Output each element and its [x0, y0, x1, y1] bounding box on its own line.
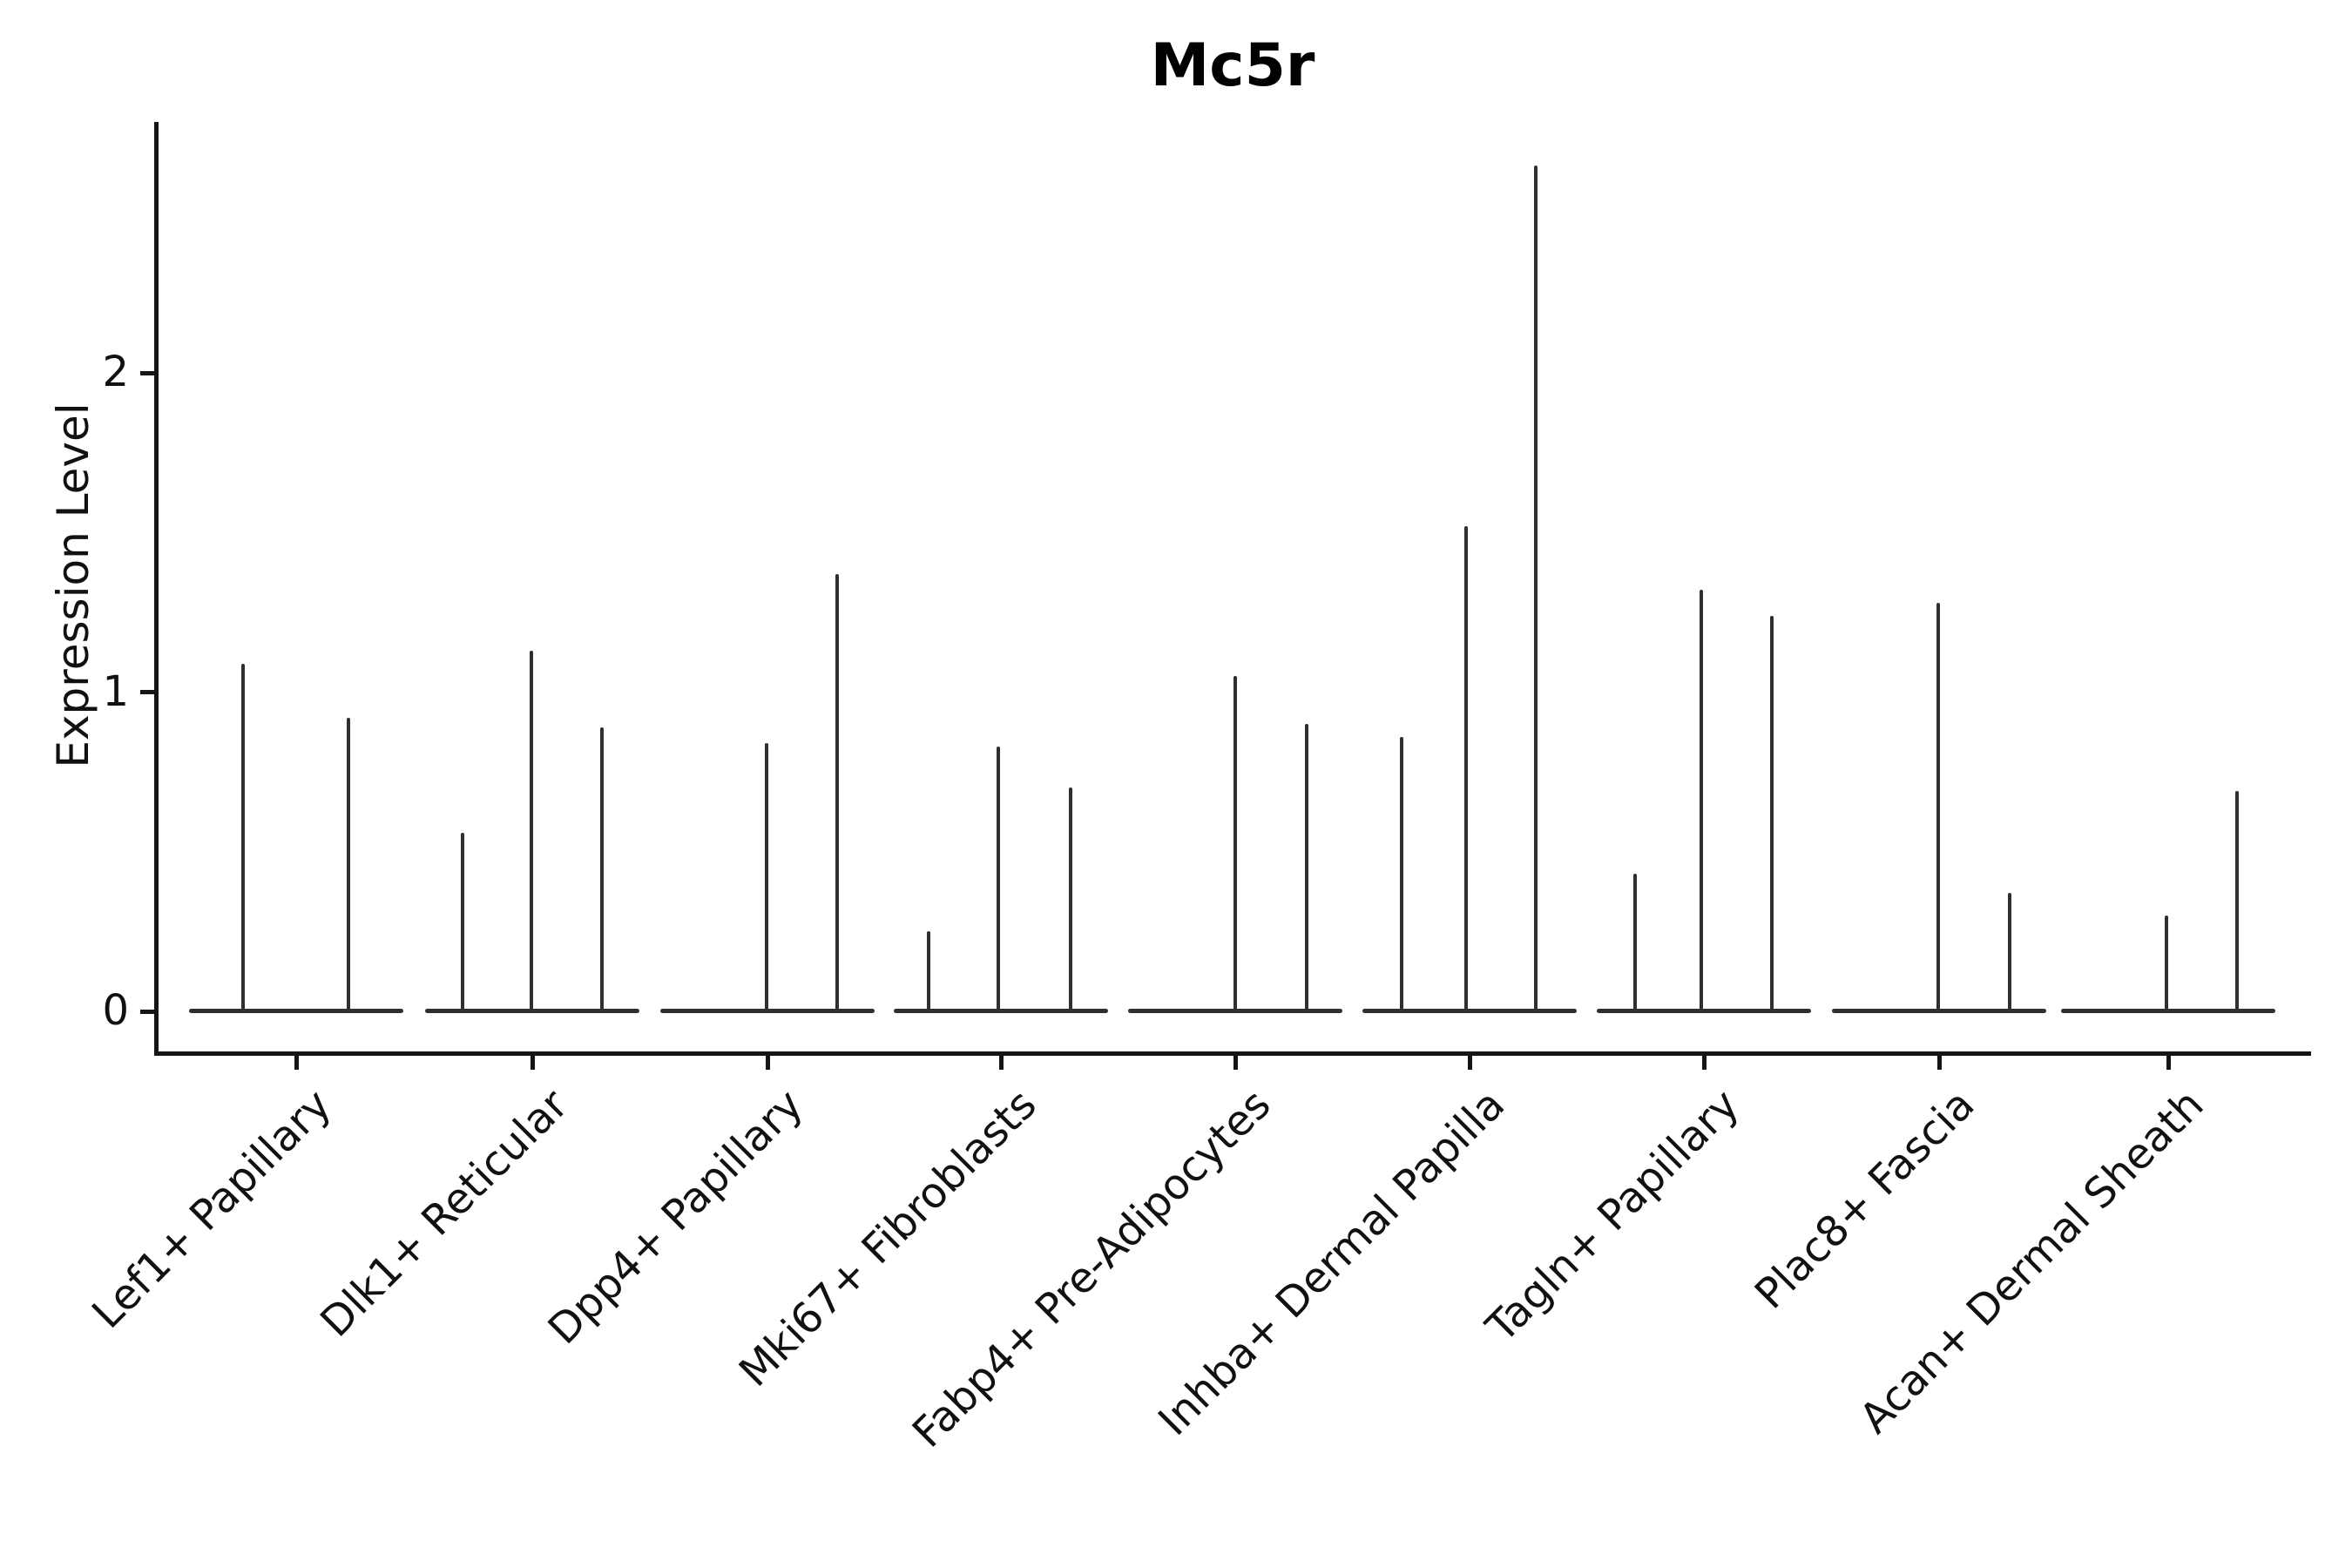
violin-spike — [997, 746, 1000, 1012]
violin-spike — [2165, 916, 2168, 1012]
violin-spike — [241, 663, 245, 1012]
violin-spike — [1633, 874, 1637, 1012]
violin-spike — [600, 727, 604, 1012]
x-tick — [1467, 1056, 1472, 1070]
x-tick-label: Dlk1+ Reticular — [310, 1080, 578, 1347]
violin-spike — [927, 931, 930, 1012]
violin-baseline — [1362, 1009, 1577, 1013]
violin-spike — [1069, 787, 1072, 1012]
x-axis-spine — [154, 1051, 2311, 1056]
violin-spike — [1233, 676, 1237, 1012]
violin-spike — [1400, 736, 1403, 1012]
violin-spike — [530, 650, 533, 1012]
y-tick — [140, 1009, 154, 1014]
y-axis-label: Expression Level — [48, 402, 98, 768]
violin-spike — [1936, 602, 1940, 1012]
x-tick-label: Plac8+ Fascia — [1746, 1080, 1984, 1319]
violin-baseline — [189, 1009, 403, 1013]
chart-title: Mc5r — [1150, 31, 1315, 100]
x-tick-label: Tagln+ Papillary — [1477, 1080, 1749, 1352]
violin-spike — [347, 717, 350, 1012]
y-tick — [140, 690, 154, 694]
y-tick-label: 0 — [102, 985, 129, 1035]
violin-spike — [765, 743, 768, 1012]
violin-spike — [1700, 590, 1703, 1012]
violin-spike — [1534, 165, 1538, 1012]
x-tick — [1936, 1056, 1942, 1070]
violin-spike — [835, 573, 839, 1012]
x-tick — [1233, 1056, 1238, 1070]
x-tick — [1701, 1056, 1707, 1070]
violin-spike — [2008, 893, 2011, 1012]
y-axis-spine — [154, 122, 159, 1056]
x-tick — [2166, 1056, 2171, 1070]
violin-spike — [1464, 525, 1468, 1012]
x-tick-label: Dpp4+ Papillary — [538, 1080, 813, 1355]
x-tick-label: Lef1+ Papillary — [83, 1080, 341, 1338]
x-tick — [530, 1056, 535, 1070]
x-tick — [765, 1056, 770, 1070]
violin-baseline — [894, 1009, 1108, 1013]
violin-baseline — [2061, 1009, 2275, 1013]
x-tick — [294, 1056, 299, 1070]
violin-spike — [461, 832, 464, 1012]
y-tick — [140, 370, 154, 375]
y-tick-label: 1 — [102, 666, 129, 716]
violin-spike — [1305, 724, 1308, 1012]
x-tick — [998, 1056, 1004, 1070]
violin-spike — [2235, 791, 2239, 1012]
y-tick-label: 2 — [102, 347, 129, 396]
violin-baseline — [1597, 1009, 1811, 1013]
violin-spike — [1770, 615, 1774, 1012]
